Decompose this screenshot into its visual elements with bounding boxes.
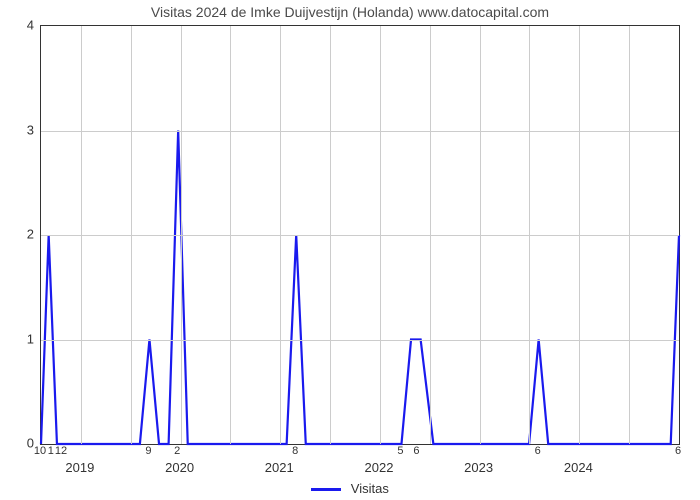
- gridline-horizontal: [41, 131, 679, 132]
- legend-swatch: [311, 488, 341, 491]
- x-tick-label: 2019: [65, 460, 94, 475]
- chart-title: Visitas 2024 de Imke Duijvestijn (Holand…: [0, 4, 700, 20]
- y-tick-label: 3: [4, 122, 34, 137]
- gridline-vertical: [579, 26, 580, 444]
- y-tick-label: 0: [4, 436, 34, 451]
- data-point-label: 12: [55, 445, 67, 457]
- gridline-vertical: [330, 26, 331, 444]
- gridline-vertical: [181, 26, 182, 444]
- gridline-vertical: [480, 26, 481, 444]
- x-tick-label: 2023: [464, 460, 493, 475]
- y-tick-label: 4: [4, 18, 34, 33]
- data-point-label: 6: [675, 445, 681, 457]
- y-tick-label: 2: [4, 227, 34, 242]
- data-point-label: 6: [413, 445, 419, 457]
- gridline-vertical: [529, 26, 530, 444]
- x-tick-label: 2020: [165, 460, 194, 475]
- legend-label: Visitas: [351, 481, 389, 496]
- data-point-label: 2: [174, 445, 180, 457]
- data-point-label: 5: [397, 445, 403, 457]
- gridline-vertical: [131, 26, 132, 444]
- x-tick-label: 2021: [265, 460, 294, 475]
- gridline-vertical: [430, 26, 431, 444]
- gridline-vertical: [81, 26, 82, 444]
- gridline-vertical: [380, 26, 381, 444]
- series-line: [41, 131, 679, 445]
- data-point-label: 8: [292, 445, 298, 457]
- gridline-horizontal: [41, 340, 679, 341]
- gridline-vertical: [230, 26, 231, 444]
- chart-container: Visitas 2024 de Imke Duijvestijn (Holand…: [0, 0, 700, 500]
- data-point-label: 6: [535, 445, 541, 457]
- legend: Visitas: [0, 481, 700, 496]
- data-point-label: 1: [48, 445, 54, 457]
- data-point-label: 9: [145, 445, 151, 457]
- y-tick-label: 1: [4, 331, 34, 346]
- gridline-horizontal: [41, 235, 679, 236]
- data-point-label: 10: [34, 445, 46, 457]
- gridline-vertical: [280, 26, 281, 444]
- plot-area: [40, 25, 680, 445]
- x-tick-label: 2024: [564, 460, 593, 475]
- x-tick-label: 2022: [365, 460, 394, 475]
- gridline-vertical: [629, 26, 630, 444]
